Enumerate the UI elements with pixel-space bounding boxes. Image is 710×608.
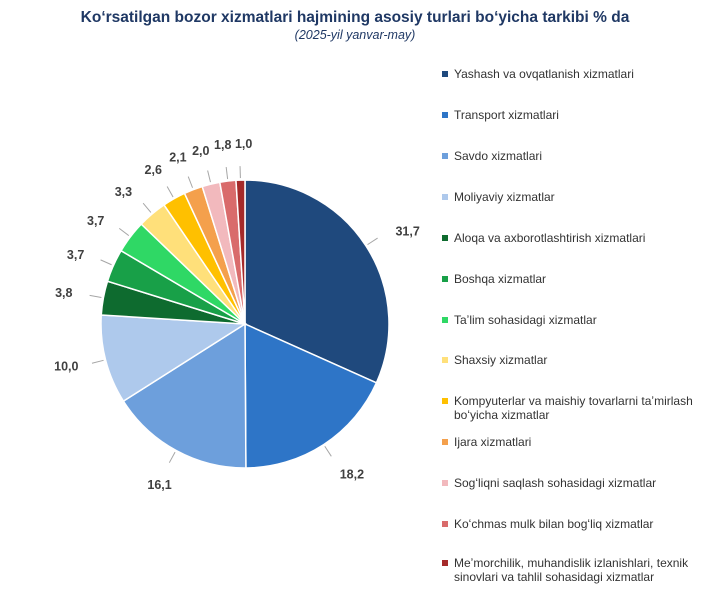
- data-label: 1,0: [235, 137, 252, 151]
- legend-label: Moliyaviy xizmatlar: [454, 190, 555, 204]
- legend-item: Koʻchmas mulk bilan bogʻliq xizmatlar: [442, 517, 704, 531]
- data-label: 31,7: [395, 225, 419, 239]
- legend-swatch: [442, 153, 448, 159]
- legend-item: Meʼmorchilik, muhandislik izlanishlari, …: [442, 556, 704, 584]
- leader-line: [100, 259, 112, 266]
- legend-swatch: [442, 521, 448, 527]
- leader-line: [142, 202, 152, 213]
- legend-item: Shaxsiy xizmatlar: [442, 353, 704, 367]
- legend-swatch: [442, 560, 448, 566]
- legend-label: Shaxsiy xizmatlar: [454, 353, 548, 367]
- data-label: 16,1: [147, 478, 171, 492]
- pie-slice: [100, 314, 248, 403]
- data-label: 3,7: [87, 214, 104, 228]
- legend-item: Ijara xizmatlari: [442, 435, 704, 449]
- leader-line: [166, 186, 174, 198]
- leader-line: [367, 237, 378, 246]
- legend-item: Transport xizmatlari: [442, 108, 704, 122]
- legend-item: Moliyaviy xizmatlar: [442, 190, 704, 204]
- leader-line: [91, 359, 104, 364]
- legend-label: Yashash va ovqatlanish xizmatlari: [454, 67, 634, 81]
- pie-slice: [244, 322, 378, 469]
- data-label: 2,6: [145, 163, 162, 177]
- leader-line: [187, 176, 194, 188]
- pie-slice: [122, 322, 247, 469]
- data-label: 3,8: [55, 286, 72, 300]
- data-label: 10,0: [54, 359, 78, 373]
- legend-swatch: [442, 480, 448, 486]
- leader-line: [118, 227, 130, 237]
- legend-label: Transport xizmatlari: [454, 108, 559, 122]
- data-label: 2,0: [192, 144, 209, 158]
- leader-line: [207, 170, 211, 183]
- legend-label: Ijara xizmatlari: [454, 435, 532, 449]
- legend-swatch: [442, 112, 448, 118]
- legend-item: Taʼlim sohasidagi xizmatlar: [442, 313, 704, 327]
- leader-line: [168, 451, 176, 463]
- legend-swatch: [442, 398, 448, 404]
- chart-title: Koʻrsatilgan bozor xizmatlari hajmining …: [80, 9, 630, 26]
- legend-item: Savdo xizmatlari: [442, 149, 704, 163]
- data-label: 3,3: [115, 185, 132, 199]
- legend-label: Sogʻliqni saqlash sohasidagi xizmatlar: [454, 476, 657, 490]
- legend-label: Aloqa va axborotlashtirish xizmatlari: [454, 231, 646, 245]
- data-label: 18,2: [340, 467, 364, 481]
- legend-label: Meʼmorchilik, muhandislik izlanishlari, …: [454, 556, 689, 584]
- legend-item: Aloqa va axborotlashtirish xizmatlari: [442, 231, 704, 245]
- pie-chart: 31,7 18,2 16,1 10,0 3,8 3,7 3,7 3,3 2,6 2,1 2,0 1,8…: [54, 137, 420, 492]
- legend-item: Kompyuterlar va maishiy tovarlarni taʼmi…: [442, 394, 704, 422]
- data-label: 1,8: [214, 138, 231, 152]
- leader-line: [225, 167, 229, 180]
- legend-item: Yashash va ovqatlanish xizmatlari: [442, 67, 704, 81]
- legend-label: Savdo xizmatlari: [454, 149, 543, 163]
- legend-item: Boshqa xizmatlar: [442, 272, 704, 286]
- legend-swatch: [442, 71, 448, 77]
- legend-swatch: [442, 357, 448, 363]
- legend-swatch: [442, 439, 448, 445]
- legend-label: Boshqa xizmatlar: [454, 272, 547, 286]
- legend-item: Sogʻliqni saqlash sohasidagi xizmatlar: [442, 476, 704, 490]
- pie-slice: [235, 179, 246, 325]
- data-label: 2,1: [169, 150, 186, 164]
- leader-line: [324, 446, 332, 457]
- chart-subtitle: (2025-yil yanvar-may): [294, 28, 416, 42]
- leader-line: [89, 294, 102, 299]
- pie-slice: [244, 179, 390, 384]
- legend-label: Taʼlim sohasidagi xizmatlar: [454, 313, 597, 327]
- legend-label: Kompyuterlar va maishiy tovarlarni taʼmi…: [454, 394, 693, 422]
- data-label: 3,7: [67, 248, 84, 262]
- legend-swatch: [442, 235, 448, 241]
- legend-swatch: [442, 317, 448, 323]
- legend-swatch: [442, 194, 448, 200]
- legend-label: Koʻchmas mulk bilan bogʻliq xizmatlar: [454, 517, 654, 531]
- legend-swatch: [442, 276, 448, 282]
